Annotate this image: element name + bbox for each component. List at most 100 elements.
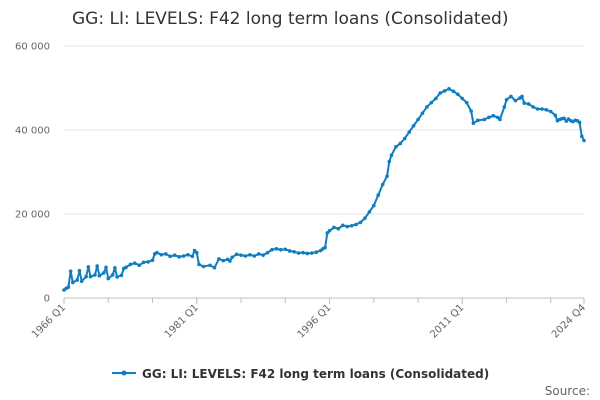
data-point[interactable]	[562, 116, 566, 121]
data-point[interactable]	[416, 117, 420, 122]
data-point[interactable]	[579, 134, 584, 139]
data-point[interactable]	[201, 264, 206, 269]
data-point[interactable]	[115, 275, 119, 279]
data-point[interactable]	[208, 263, 212, 268]
data-point[interactable]	[394, 145, 398, 149]
data-point[interactable]	[310, 251, 314, 255]
data-point[interactable]	[163, 252, 168, 256]
data-point[interactable]	[341, 223, 345, 228]
data-point[interactable]	[270, 247, 274, 252]
data-point[interactable]	[577, 120, 582, 125]
data-point[interactable]	[79, 279, 84, 284]
data-point[interactable]	[113, 265, 117, 270]
data-point[interactable]	[230, 255, 234, 260]
data-point[interactable]	[71, 280, 75, 285]
data-point[interactable]	[358, 220, 363, 225]
data-point[interactable]	[279, 247, 283, 252]
data-point[interactable]	[498, 117, 502, 122]
data-point[interactable]	[181, 254, 186, 258]
data-point[interactable]	[464, 100, 469, 105]
data-point[interactable]	[137, 263, 142, 268]
data-point[interactable]	[119, 273, 124, 278]
data-point[interactable]	[68, 269, 73, 273]
data-point[interactable]	[367, 210, 372, 214]
data-point[interactable]	[172, 253, 177, 257]
data-point[interactable]	[522, 101, 527, 105]
data-point[interactable]	[513, 98, 518, 103]
data-point[interactable]	[582, 138, 586, 143]
data-point[interactable]	[95, 264, 99, 268]
data-point[interactable]	[292, 250, 296, 254]
data-point[interactable]	[487, 115, 491, 120]
data-point[interactable]	[531, 105, 535, 109]
data-point[interactable]	[429, 100, 434, 105]
data-point[interactable]	[77, 268, 82, 273]
data-point[interactable]	[84, 274, 88, 279]
data-point[interactable]	[265, 250, 270, 255]
data-point[interactable]	[146, 260, 150, 264]
data-point[interactable]	[482, 117, 487, 122]
data-point[interactable]	[336, 226, 341, 231]
data-point[interactable]	[491, 113, 496, 118]
data-point[interactable]	[88, 274, 93, 279]
data-point[interactable]	[239, 253, 243, 257]
data-point[interactable]	[475, 118, 480, 123]
data-point[interactable]	[327, 229, 332, 233]
data-point[interactable]	[168, 254, 173, 259]
data-point[interactable]	[159, 252, 164, 257]
data-point[interactable]	[451, 89, 456, 94]
data-point[interactable]	[305, 251, 310, 256]
data-point[interactable]	[274, 247, 279, 251]
data-point[interactable]	[243, 254, 248, 258]
data-point[interactable]	[354, 222, 358, 227]
data-point[interactable]	[389, 153, 394, 157]
data-point[interactable]	[438, 91, 442, 95]
data-point[interactable]	[502, 105, 507, 109]
data-point[interactable]	[387, 159, 392, 164]
data-point[interactable]	[433, 96, 438, 101]
data-point[interactable]	[411, 124, 416, 128]
data-point[interactable]	[133, 261, 137, 265]
data-point[interactable]	[248, 252, 252, 257]
data-point[interactable]	[380, 182, 385, 187]
data-point[interactable]	[155, 250, 159, 255]
data-point[interactable]	[345, 224, 350, 229]
data-point[interactable]	[332, 225, 336, 230]
data-point[interactable]	[104, 265, 108, 270]
data-point[interactable]	[217, 257, 221, 261]
data-point[interactable]	[376, 193, 381, 197]
data-point[interactable]	[471, 121, 476, 126]
data-point[interactable]	[509, 94, 513, 99]
data-point[interactable]	[234, 252, 239, 257]
data-point[interactable]	[97, 273, 102, 278]
data-point[interactable]	[66, 285, 71, 289]
data-point[interactable]	[124, 265, 128, 270]
data-point[interactable]	[420, 111, 425, 115]
legend[interactable]: GG: LI: LEVELS: F42 long term loans (Con…	[112, 367, 489, 381]
data-point[interactable]	[212, 265, 217, 270]
data-point[interactable]	[544, 108, 549, 112]
data-point[interactable]	[186, 252, 190, 257]
data-point[interactable]	[553, 113, 558, 118]
data-point[interactable]	[371, 203, 376, 208]
data-point[interactable]	[402, 136, 407, 141]
data-point[interactable]	[128, 262, 133, 267]
data-point[interactable]	[150, 258, 155, 263]
data-point[interactable]	[363, 216, 367, 220]
data-point[interactable]	[504, 97, 509, 102]
data-point[interactable]	[197, 262, 201, 267]
data-point[interactable]	[540, 107, 544, 111]
data-point[interactable]	[177, 255, 181, 259]
data-point[interactable]	[520, 94, 524, 99]
data-point[interactable]	[442, 89, 447, 93]
data-point[interactable]	[407, 130, 411, 134]
data-point[interactable]	[349, 223, 354, 228]
data-point[interactable]	[447, 87, 451, 91]
data-point[interactable]	[252, 254, 257, 258]
data-point[interactable]	[535, 107, 540, 111]
data-point[interactable]	[456, 92, 460, 97]
data-point[interactable]	[75, 278, 80, 282]
data-point[interactable]	[323, 245, 327, 250]
data-point[interactable]	[549, 109, 553, 114]
data-point[interactable]	[398, 141, 403, 146]
